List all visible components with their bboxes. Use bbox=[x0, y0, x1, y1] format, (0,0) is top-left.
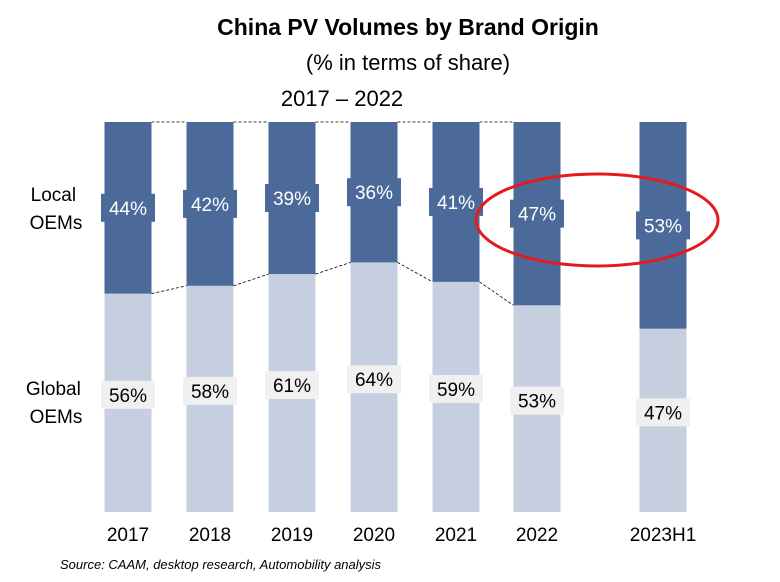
label-bg-local-2020 bbox=[347, 178, 401, 207]
connector-split-0 bbox=[151, 285, 187, 294]
label-bg-local-2023h1 bbox=[636, 211, 690, 240]
data-label-global-2023h1: 47% bbox=[644, 403, 682, 424]
chart-subtitle: (% in terms of share) bbox=[306, 50, 510, 75]
row-label-local-line-2: OEMs bbox=[30, 213, 83, 234]
label-bg-local-2022 bbox=[510, 199, 564, 228]
connector-split-1 bbox=[233, 273, 269, 287]
data-label-global-2022: 53% bbox=[518, 392, 556, 413]
label-bg-global-2020 bbox=[347, 365, 401, 394]
label-bg-global-2017 bbox=[101, 380, 155, 409]
label-bg-local-2017 bbox=[101, 193, 155, 222]
label-bg-local-2018 bbox=[183, 189, 237, 218]
category-label-2020: 2020 bbox=[353, 525, 395, 546]
data-label-local-2018: 42% bbox=[191, 195, 229, 216]
data-label-local-2020: 36% bbox=[355, 183, 393, 204]
data-label-local-2017: 44% bbox=[109, 199, 147, 220]
data-label-global-2018: 58% bbox=[191, 382, 229, 403]
connector-split-4 bbox=[479, 281, 514, 306]
category-label-2019: 2019 bbox=[271, 525, 313, 546]
data-label-local-2019: 39% bbox=[273, 189, 311, 210]
row-label-local-line-1: Local bbox=[31, 185, 76, 206]
category-label-2023h1: 2023H1 bbox=[630, 525, 697, 546]
label-bg-global-2022 bbox=[510, 386, 564, 415]
row-label-global-line-1: Global bbox=[26, 379, 81, 400]
row-label-local: Local OEMs bbox=[30, 185, 83, 234]
connector-lines bbox=[151, 121, 514, 306]
label-bg-global-2021 bbox=[429, 374, 483, 403]
label-bg-local-2019 bbox=[265, 184, 319, 213]
label-bg-local-2021 bbox=[429, 187, 483, 216]
label-bg-global-2019 bbox=[265, 371, 319, 400]
source-note: Source: CAAM, desktop research, Automobi… bbox=[60, 557, 382, 572]
row-label-global-line-2: OEMs bbox=[30, 407, 83, 428]
data-label-global-2017: 56% bbox=[109, 386, 147, 407]
period-label: 2017 – 2022 bbox=[281, 86, 403, 111]
data-label-global-2021: 59% bbox=[437, 380, 475, 401]
category-label-2022: 2022 bbox=[516, 525, 558, 546]
category-label-2021: 2021 bbox=[435, 525, 477, 546]
data-label-local-2023h1: 53% bbox=[644, 216, 682, 237]
connector-split-3 bbox=[397, 262, 433, 283]
highlight-ellipse bbox=[474, 172, 720, 268]
category-labels: 2017 2018 2019 2020 2021 2022 2023H1 bbox=[107, 525, 696, 546]
data-labels: 44% 56% 42% 58% 39% 61% 36% 64% 41% 59% 47% 53% 53% 4… bbox=[101, 178, 690, 427]
chart-title: China PV Volumes by Brand Origin bbox=[217, 14, 599, 40]
row-label-global: Global OEMs bbox=[26, 379, 86, 428]
data-label-local-2021: 41% bbox=[437, 193, 475, 214]
data-label-global-2019: 61% bbox=[273, 376, 311, 397]
label-bg-global-2023h1 bbox=[636, 398, 690, 427]
data-label-local-2022: 47% bbox=[518, 205, 556, 226]
category-label-2017: 2017 bbox=[107, 525, 149, 546]
connector-split-2 bbox=[315, 262, 351, 275]
category-label-2018: 2018 bbox=[189, 525, 231, 546]
data-label-global-2020: 64% bbox=[355, 370, 393, 391]
label-bg-global-2018 bbox=[183, 376, 237, 405]
